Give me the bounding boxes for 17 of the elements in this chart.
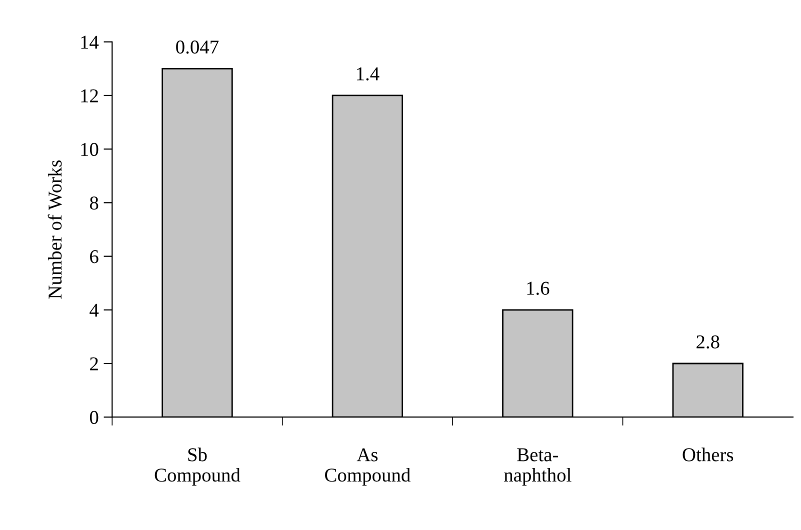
annotation: 1.6 [527, 282, 550, 295]
y-tick-label: 10 [81, 142, 98, 156]
y-axis-title: Number of Works [48, 160, 62, 299]
y-tick-label: 8 [90, 196, 98, 210]
y-tick-label: 2 [90, 357, 98, 370]
y-tick-label: 4 [90, 304, 99, 317]
x-tick-label: Sb Compound [154, 448, 240, 486]
y-tick-label: 12 [81, 89, 98, 102]
x-tick-label: Others [682, 448, 734, 462]
y-tick-label: 6 [90, 250, 98, 264]
annotation: 2.8 [696, 335, 720, 349]
y-tick-label: 0 [90, 410, 98, 424]
y-tick-label: 14 [81, 36, 99, 49]
annotation: 0.047 [176, 40, 219, 54]
x-tick-label: Beta- naphthol [504, 448, 572, 486]
annotation: 1.4 [357, 67, 380, 80]
x-tick-label: As Compound [325, 448, 410, 486]
